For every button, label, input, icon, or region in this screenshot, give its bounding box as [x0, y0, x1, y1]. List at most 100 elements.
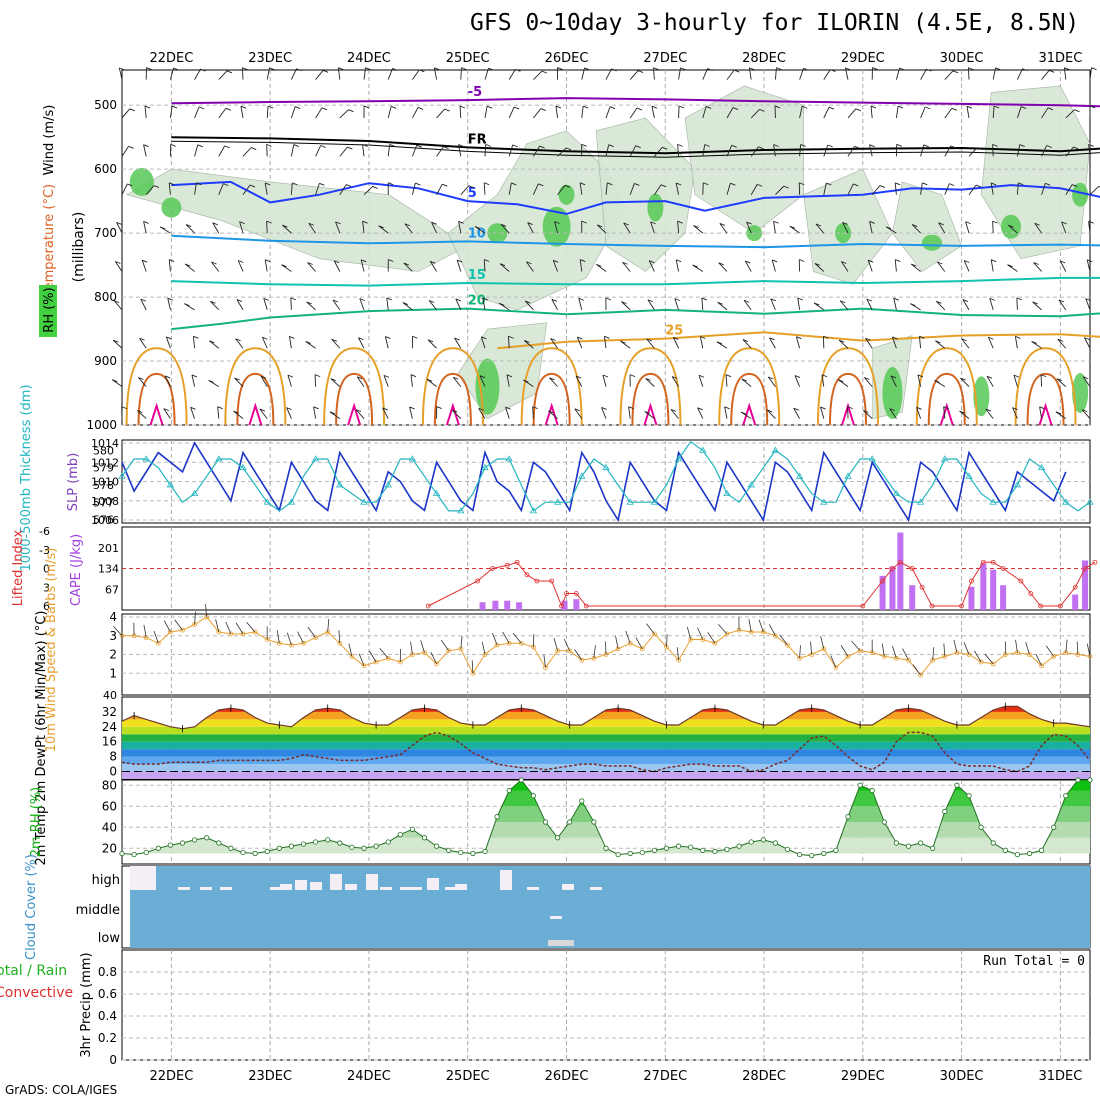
wind-barb	[527, 222, 534, 234]
date-label-top: 23DEC	[248, 51, 292, 66]
wind10-barb	[276, 630, 280, 644]
wind-barb	[675, 182, 680, 195]
wind10-barb	[194, 611, 196, 625]
li-tick: -3	[39, 544, 50, 557]
li-point	[969, 578, 974, 584]
wind-barb-feather	[554, 221, 560, 224]
wind-barb-feather	[916, 406, 922, 410]
wind-barb	[194, 106, 200, 119]
wind10-point	[1051, 653, 1057, 659]
wind-barb-feather	[515, 68, 521, 72]
wind-barb	[629, 183, 635, 195]
wind-barb-feather	[581, 143, 587, 147]
wind-barb	[965, 221, 970, 234]
wind-barb-feather	[239, 221, 245, 225]
wind10-point	[845, 653, 851, 659]
wind-barb-feather	[170, 143, 176, 147]
wind-barb	[499, 263, 510, 272]
cloud-high-block	[220, 887, 232, 890]
wind-barb-feather	[557, 67, 563, 71]
wind-barb-feather	[208, 379, 214, 383]
wind-barb	[770, 298, 776, 311]
wind-barb-feather	[635, 145, 641, 149]
wind-barb	[799, 144, 802, 157]
wind-barb	[944, 108, 953, 119]
wind-barb-feather	[937, 261, 943, 265]
wind-barb-feather	[724, 406, 730, 410]
wind-barb-feather	[314, 374, 321, 378]
wind-barb	[1033, 262, 1042, 272]
wind10-barb	[881, 643, 885, 657]
wind-barb-feather	[990, 182, 997, 186]
wind-barb-feather	[307, 262, 313, 265]
contour-35	[829, 372, 867, 426]
li-point	[1092, 559, 1098, 565]
wind-barb	[169, 67, 174, 80]
wind-barb-feather	[1087, 259, 1093, 263]
wind-barb-feather	[1040, 374, 1047, 378]
wind-barb-feather	[1039, 406, 1045, 410]
wind10-point	[506, 640, 512, 646]
contour-label: -5	[468, 85, 482, 100]
wind-barb-feather	[211, 261, 217, 265]
contour-30	[421, 347, 484, 426]
rh-point	[736, 843, 742, 849]
wind-tick: 40	[103, 689, 117, 702]
li-point	[919, 584, 925, 590]
wind-barb	[144, 105, 147, 119]
wind-barb	[870, 105, 873, 119]
wind-barb	[359, 298, 365, 311]
wind-barb-feather	[582, 105, 589, 109]
wind-barb-feather	[820, 406, 826, 410]
slp-tick: 1008	[91, 495, 119, 508]
wind-barb-feather	[814, 262, 821, 266]
wind10-point	[906, 657, 911, 663]
wind10-barb	[1035, 653, 1042, 666]
wind-barb-feather	[704, 144, 710, 147]
wind-barb	[218, 70, 228, 80]
wind-barb-feather	[867, 259, 874, 263]
contour-40	[445, 402, 460, 426]
wind-barb	[412, 69, 420, 80]
wind-barb	[1041, 145, 1048, 157]
wind-barb	[741, 378, 752, 387]
wind-barb-feather	[540, 108, 546, 111]
wind-barb-feather	[198, 106, 205, 110]
wind-barb-feather	[306, 301, 312, 305]
wind-barb-feather	[923, 144, 929, 148]
thickness-point	[311, 455, 320, 462]
wind-barb-feather	[564, 184, 571, 188]
wind10-barb	[932, 647, 935, 661]
wind-tick: 4	[109, 610, 117, 624]
wind10-point	[652, 631, 657, 637]
li-tick: 3	[43, 581, 50, 594]
wind-barb-feather	[481, 336, 487, 340]
cape-tick: 134	[98, 563, 119, 576]
rh-point	[421, 835, 428, 841]
rh-point	[397, 831, 403, 838]
wind-barb	[936, 301, 946, 311]
contour-label: 25	[665, 324, 683, 339]
wind-barb-feather	[249, 184, 256, 188]
wind-barb-feather	[538, 183, 544, 187]
wind10-point	[760, 629, 766, 635]
wind-barb	[650, 221, 655, 234]
thickness-point	[989, 498, 997, 505]
wind-barb	[990, 182, 994, 195]
wind-barb-feather	[1056, 378, 1062, 382]
wind-barb	[287, 374, 292, 387]
date-label-top: 27DEC	[643, 51, 687, 66]
thickness-point	[626, 498, 634, 505]
wind-barb	[1041, 107, 1049, 119]
wind-barb	[960, 377, 970, 387]
wind-barb-feather	[488, 67, 494, 71]
contour-30	[718, 347, 781, 426]
wind10-barb	[235, 622, 244, 635]
wind-barb-feather	[949, 183, 955, 187]
li-point	[1057, 603, 1063, 609]
rh-tick: 80	[102, 778, 117, 792]
wind-barb-feather	[127, 183, 133, 187]
li-label: Lifted Index	[11, 529, 26, 606]
wind-barb-feather	[386, 297, 392, 301]
wind10-point	[482, 652, 488, 657]
